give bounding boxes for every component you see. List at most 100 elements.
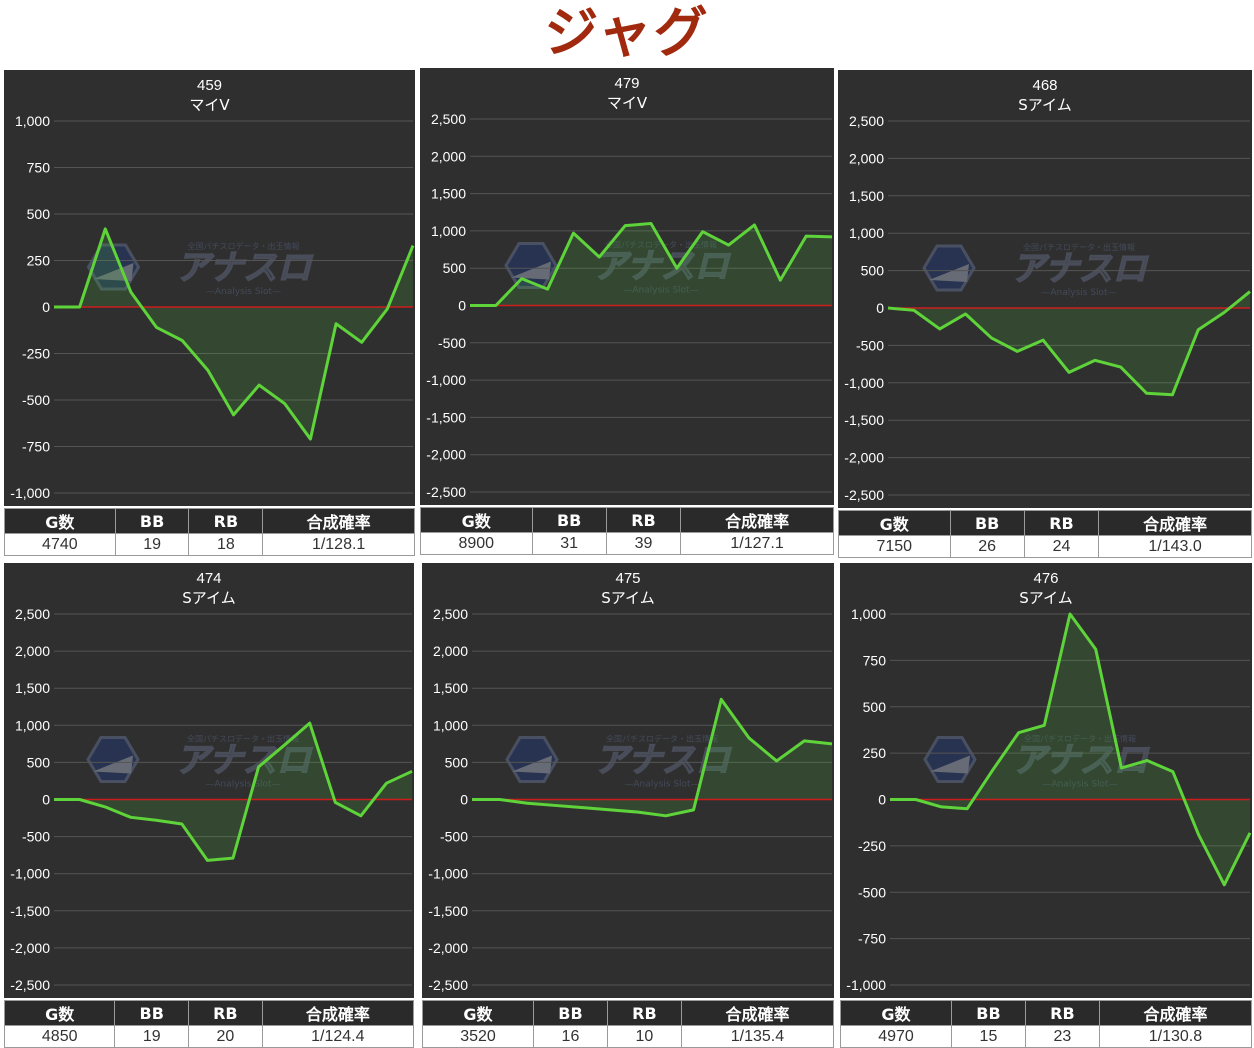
y-tick-label: 250 bbox=[27, 253, 51, 269]
y-tick-label: 1,500 bbox=[433, 680, 468, 696]
stat-prob: 1/124.4 bbox=[261, 1025, 415, 1048]
y-tick-label: 0 bbox=[458, 298, 466, 314]
y-tick-label: 500 bbox=[861, 263, 885, 279]
watermark-sub-text: —Analysis Slot— bbox=[623, 286, 698, 296]
watermark-top-text: 全国パチスロデータ・出玉情報 bbox=[187, 734, 299, 744]
watermark-sub-text: —Analysis Slot— bbox=[205, 780, 280, 790]
stat-bb: 31 bbox=[531, 532, 607, 555]
series-area bbox=[54, 723, 412, 861]
stat-rb: 10 bbox=[606, 1025, 682, 1048]
stat-prob: 1/130.8 bbox=[1098, 1025, 1253, 1048]
stat-rb: 23 bbox=[1024, 1025, 1100, 1048]
y-tick-label: 2,500 bbox=[849, 113, 884, 129]
chart-title: 468 bbox=[1032, 77, 1057, 94]
games-header: G数 bbox=[3, 1000, 116, 1026]
y-tick-label: -1,000 bbox=[10, 485, 50, 501]
watermark-logo-text: アナスロ bbox=[593, 247, 730, 287]
y-tick-label: -500 bbox=[440, 829, 468, 845]
bb-header: BB bbox=[532, 1000, 608, 1026]
stat-rb: 39 bbox=[605, 532, 682, 555]
y-tick-label: -1,500 bbox=[428, 903, 468, 919]
prob-header: 合成確率 bbox=[262, 508, 415, 534]
y-tick-label: -1,500 bbox=[844, 412, 884, 428]
watermark-hexagon-icon bbox=[505, 736, 559, 783]
series-area bbox=[890, 614, 1250, 885]
chart-title: 476 bbox=[1033, 570, 1058, 587]
stat-games: 4970 bbox=[840, 1025, 952, 1048]
y-tick-label: 0 bbox=[876, 300, 884, 316]
chart-title: 459 bbox=[197, 77, 222, 94]
games-header: G数 bbox=[840, 1000, 952, 1026]
stat-rb: 20 bbox=[188, 1025, 263, 1048]
series-line bbox=[470, 221, 833, 307]
y-tick-label: -1,000 bbox=[846, 977, 886, 993]
stat-prob: 1/143.0 bbox=[1098, 535, 1252, 558]
series-line bbox=[54, 721, 413, 862]
y-tick-label: 0 bbox=[42, 299, 50, 315]
bb-header: BB bbox=[114, 1000, 190, 1026]
stats-table: G数 BB RB 合成確率 4740 19 18 1/128.1 bbox=[4, 508, 415, 556]
watermark-sub-text: —Analysis Slot— bbox=[1041, 288, 1116, 298]
rb-header: RB bbox=[1023, 510, 1100, 536]
rb-header: RB bbox=[606, 1000, 682, 1026]
y-tick-label: -2,000 bbox=[844, 450, 884, 466]
prob-header: 合成確率 bbox=[1098, 1000, 1253, 1026]
y-tick-label: 500 bbox=[445, 754, 469, 770]
y-tick-label: 1,500 bbox=[15, 680, 50, 696]
y-tick-label: 1,000 bbox=[431, 223, 466, 239]
series-area bbox=[470, 223, 832, 306]
series-area bbox=[54, 228, 413, 440]
stat-games: 7150 bbox=[838, 535, 951, 558]
chart-area: 459 マイV アナスロ 全国パチスロデータ・出玉情報 —Analysis Slot— 1… bbox=[4, 70, 415, 506]
y-tick-label: 750 bbox=[27, 160, 51, 176]
y-tick-label: 1,000 bbox=[851, 606, 886, 622]
stat-bb: 15 bbox=[950, 1025, 1026, 1048]
y-tick-label: -1,000 bbox=[10, 866, 50, 882]
stat-prob: 1/128.1 bbox=[262, 533, 415, 556]
bb-header: BB bbox=[531, 507, 607, 533]
stat-games: 4740 bbox=[4, 533, 116, 556]
stat-bb: 19 bbox=[114, 1025, 190, 1048]
stats-table: G数 BB RB 合成確率 4850 19 20 1/124.4 bbox=[3, 1000, 415, 1048]
series-area bbox=[888, 291, 1250, 395]
rb-header: RB bbox=[1024, 1000, 1100, 1026]
prob-header: 合成確率 bbox=[680, 1000, 835, 1026]
watermark-top-text: 全国パチスロデータ・出玉情報 bbox=[1023, 242, 1135, 252]
stat-bb: 26 bbox=[949, 535, 1025, 558]
y-tick-label: 1,000 bbox=[849, 225, 884, 241]
watermark-shard-icon bbox=[929, 264, 969, 282]
watermark-hexagon-icon bbox=[86, 736, 140, 783]
watermark-sub-text: —Analysis Slot— bbox=[206, 287, 281, 297]
y-tick-label: 1,000 bbox=[15, 717, 50, 733]
games-header: G数 bbox=[838, 510, 951, 536]
y-tick-label: -1,500 bbox=[426, 409, 466, 425]
chart-title: 474 bbox=[196, 570, 221, 587]
chart-panel-459: 459 マイV アナスロ 全国パチスロデータ・出玉情報 —Analysis Slot— 1… bbox=[4, 70, 415, 556]
chart-title: 479 bbox=[614, 75, 639, 92]
y-tick-label: 2,500 bbox=[15, 606, 50, 622]
stat-rb: 18 bbox=[188, 533, 264, 556]
watermark-top-text: 全国パチスロデータ・出玉情報 bbox=[188, 241, 300, 251]
y-tick-label: 2,000 bbox=[431, 148, 466, 164]
stat-prob: 1/127.1 bbox=[680, 532, 834, 555]
series-line bbox=[472, 697, 833, 818]
series-line bbox=[887, 290, 1251, 397]
rb-header: RB bbox=[188, 508, 264, 534]
watermark-hexagon-icon bbox=[922, 244, 976, 292]
y-tick-label: 1,000 bbox=[433, 717, 468, 733]
watermark-sub-text: —Analysis Slot— bbox=[624, 780, 699, 790]
games-header: G数 bbox=[420, 507, 533, 533]
chart-title: 475 bbox=[615, 570, 640, 587]
prob-header: 合成確率 bbox=[680, 507, 834, 533]
y-tick-label: 0 bbox=[42, 792, 50, 808]
y-tick-label: -2,000 bbox=[428, 940, 468, 956]
y-tick-label: 250 bbox=[863, 745, 887, 761]
games-header: G数 bbox=[422, 1000, 534, 1026]
